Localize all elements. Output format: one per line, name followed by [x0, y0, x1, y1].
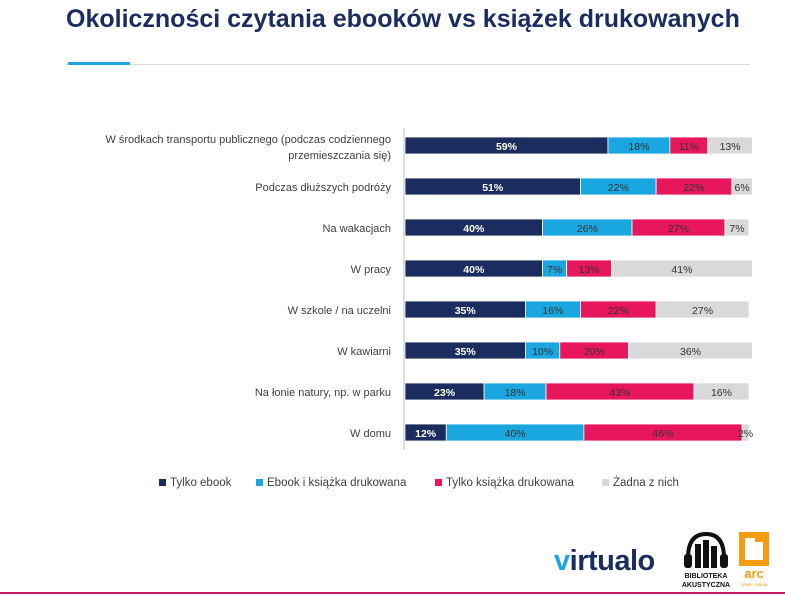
bar-segment	[731, 177, 753, 196]
book-spine-2	[703, 540, 709, 568]
data-label: 27%	[668, 223, 689, 235]
data-label: 43%	[609, 387, 630, 399]
bar-segment	[741, 423, 750, 442]
bar-segment	[655, 300, 750, 319]
category-label: W domu	[350, 428, 391, 440]
data-label: 7%	[547, 264, 562, 276]
footer-divider	[0, 592, 785, 594]
category-label: W szkole / na uczelni	[288, 305, 391, 317]
category-label: W kawiarni	[337, 346, 391, 358]
bar-segment	[628, 341, 753, 360]
bar-segment	[611, 259, 753, 278]
bar-segment	[693, 382, 750, 401]
bar-segment	[707, 136, 753, 155]
data-label: 35%	[455, 346, 477, 358]
data-label: 22%	[683, 182, 704, 194]
data-label: 41%	[671, 264, 692, 276]
book-spine-3	[711, 546, 717, 568]
headphone-right-cup	[720, 554, 728, 568]
arc-logo-shape	[739, 532, 769, 566]
category-label: W środkach transportu publicznego (podcz…	[105, 134, 391, 162]
biblioteka-akustyczna-logo: BIBLIOTEKA AKUSTYCZNA	[682, 531, 730, 589]
data-label: 13%	[579, 264, 600, 276]
virtualo-logo-v: v	[554, 545, 570, 577]
data-label: 18%	[505, 387, 526, 399]
legend-swatch	[256, 479, 263, 486]
data-label: 18%	[628, 141, 649, 153]
arc-logo: arc rynek i opinia	[739, 532, 769, 587]
data-label: 40%	[463, 223, 485, 235]
category-label: Podczas dłuższych podróży	[255, 182, 391, 194]
category-label: Na wakacjach	[323, 223, 391, 235]
category-label: Na łonie natury, np. w parku	[255, 387, 391, 399]
data-label: 35%	[455, 305, 477, 317]
legend-label: Tylko książka drukowana	[446, 477, 574, 489]
book-spine-1	[695, 544, 701, 568]
data-label: 12%	[415, 428, 437, 440]
data-label: 22%	[608, 305, 629, 317]
data-label: 16%	[542, 305, 563, 317]
akustyczna-text: AKUSTYCZNA	[682, 582, 730, 589]
legend-label: Żadna z nich	[613, 476, 679, 489]
virtualo-logo: virtualo	[554, 545, 655, 578]
data-label: 46%	[652, 428, 673, 440]
data-label: 40%	[505, 428, 526, 440]
headphones-icon	[686, 531, 726, 559]
data-label: 16%	[711, 387, 732, 399]
data-label: 59%	[496, 141, 518, 153]
data-label: 22%	[608, 182, 629, 194]
bar-segment	[724, 218, 750, 237]
legend-swatch	[602, 479, 609, 486]
data-label: 51%	[482, 182, 504, 194]
legend-swatch	[435, 479, 442, 486]
category-label: W pracy	[351, 264, 392, 276]
arc-text: arc	[744, 566, 764, 581]
data-label: 7%	[729, 223, 744, 235]
legend-label: Tylko ebook	[170, 477, 232, 489]
data-label: 2%	[738, 428, 753, 440]
data-label: 11%	[679, 141, 699, 153]
legend-swatch	[159, 479, 166, 486]
data-label: 40%	[463, 264, 485, 276]
virtualo-logo-text: irtualo	[569, 545, 656, 577]
headphone-left-cup	[684, 554, 692, 568]
data-label: 20%	[584, 346, 605, 358]
chart-legend: Tylko ebook Ebook i książka drukowana Tylk…	[159, 476, 679, 489]
biblioteka-text: BIBLIOTEKA	[685, 573, 728, 580]
page-title: Okoliczności czytania ebooków vs książek…	[66, 5, 740, 33]
bar-area: 59% 18% 11% 13% 51% 22% 22% 6% 40% 26% 27% 7% 40% 7% 1…	[404, 136, 753, 442]
category-labels: W środkach transportu publicznego (podcz…	[105, 134, 391, 440]
data-label: 10%	[532, 346, 553, 358]
title-divider	[66, 64, 750, 65]
title-accent-bar	[68, 62, 130, 65]
data-label: 27%	[692, 305, 713, 317]
data-label: 23%	[434, 387, 456, 399]
data-label: 26%	[577, 223, 598, 235]
data-label: 36%	[680, 346, 701, 358]
data-label: 6%	[735, 182, 750, 194]
data-label: 13%	[720, 141, 741, 153]
arc-subtext: rynek i opinia	[741, 582, 768, 587]
legend-label: Ebook i książka drukowana	[267, 477, 407, 489]
